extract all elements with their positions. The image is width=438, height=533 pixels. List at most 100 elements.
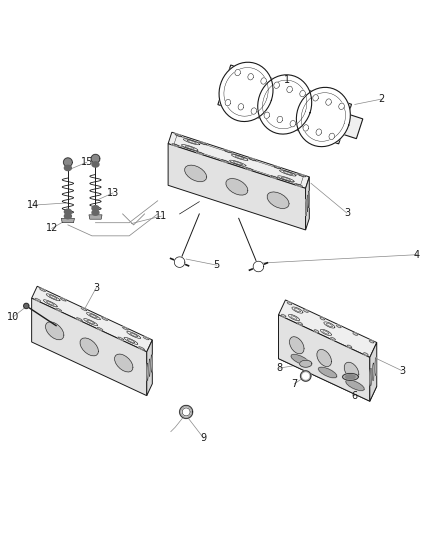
Polygon shape bbox=[248, 74, 254, 80]
Polygon shape bbox=[92, 206, 99, 211]
Polygon shape bbox=[261, 78, 266, 84]
Polygon shape bbox=[118, 337, 124, 340]
Polygon shape bbox=[318, 367, 337, 378]
Polygon shape bbox=[91, 155, 100, 163]
Polygon shape bbox=[370, 343, 377, 401]
Polygon shape bbox=[353, 333, 357, 335]
Text: 3: 3 bbox=[344, 208, 350, 218]
Polygon shape bbox=[306, 199, 307, 216]
Polygon shape bbox=[182, 408, 190, 416]
Polygon shape bbox=[267, 192, 289, 208]
Polygon shape bbox=[32, 286, 152, 352]
Polygon shape bbox=[304, 310, 308, 312]
Polygon shape bbox=[197, 152, 204, 155]
Polygon shape bbox=[168, 144, 306, 230]
Polygon shape bbox=[80, 338, 99, 356]
Polygon shape bbox=[185, 165, 207, 182]
Polygon shape bbox=[253, 261, 264, 272]
Text: 3: 3 bbox=[399, 366, 405, 376]
Polygon shape bbox=[291, 354, 309, 365]
Polygon shape bbox=[115, 354, 133, 372]
Polygon shape bbox=[218, 65, 352, 144]
Polygon shape bbox=[339, 103, 344, 109]
Polygon shape bbox=[138, 347, 145, 350]
Text: 2: 2 bbox=[378, 94, 384, 104]
Polygon shape bbox=[149, 359, 150, 377]
Polygon shape bbox=[314, 330, 319, 333]
Polygon shape bbox=[222, 160, 228, 163]
Polygon shape bbox=[274, 166, 281, 169]
Polygon shape bbox=[172, 144, 179, 146]
Text: 10: 10 bbox=[7, 312, 19, 322]
Polygon shape bbox=[326, 99, 331, 106]
Polygon shape bbox=[89, 215, 102, 219]
Polygon shape bbox=[46, 322, 64, 340]
Polygon shape bbox=[32, 298, 147, 395]
Polygon shape bbox=[316, 129, 321, 135]
Polygon shape bbox=[200, 142, 207, 145]
Polygon shape bbox=[61, 219, 74, 223]
Text: 5: 5 bbox=[214, 260, 220, 270]
Text: 4: 4 bbox=[414, 249, 420, 260]
Polygon shape bbox=[64, 165, 71, 171]
Polygon shape bbox=[249, 158, 256, 161]
Polygon shape bbox=[342, 114, 363, 139]
Polygon shape bbox=[92, 162, 99, 167]
Polygon shape bbox=[303, 373, 309, 379]
Polygon shape bbox=[147, 340, 152, 395]
Polygon shape bbox=[64, 214, 71, 219]
Polygon shape bbox=[168, 132, 309, 188]
Polygon shape bbox=[346, 380, 364, 391]
Polygon shape bbox=[279, 315, 370, 401]
Polygon shape bbox=[296, 184, 303, 187]
Polygon shape bbox=[277, 116, 283, 123]
Polygon shape bbox=[246, 168, 253, 171]
Polygon shape bbox=[264, 112, 270, 118]
Text: 13: 13 bbox=[107, 188, 119, 198]
Polygon shape bbox=[347, 345, 352, 348]
Polygon shape bbox=[123, 327, 128, 330]
Text: 14: 14 bbox=[27, 200, 39, 210]
Polygon shape bbox=[343, 374, 358, 381]
Polygon shape bbox=[56, 308, 61, 311]
Text: 3: 3 bbox=[93, 282, 99, 293]
Polygon shape bbox=[97, 327, 103, 330]
Polygon shape bbox=[375, 358, 377, 376]
Polygon shape bbox=[102, 317, 108, 320]
Polygon shape bbox=[306, 177, 309, 230]
Polygon shape bbox=[317, 350, 332, 367]
Polygon shape bbox=[279, 300, 377, 358]
Polygon shape bbox=[235, 69, 240, 76]
Polygon shape bbox=[24, 303, 29, 309]
Polygon shape bbox=[299, 174, 306, 177]
Polygon shape bbox=[226, 179, 248, 195]
Text: 11: 11 bbox=[155, 211, 167, 221]
Polygon shape bbox=[274, 82, 279, 88]
Polygon shape bbox=[369, 340, 374, 343]
Polygon shape bbox=[300, 91, 305, 97]
Text: 12: 12 bbox=[46, 223, 58, 233]
Text: 15: 15 bbox=[81, 157, 93, 167]
Polygon shape bbox=[175, 134, 182, 136]
Polygon shape bbox=[290, 120, 296, 127]
Polygon shape bbox=[346, 375, 355, 379]
Polygon shape bbox=[225, 99, 231, 106]
Polygon shape bbox=[60, 298, 66, 301]
Polygon shape bbox=[300, 371, 311, 381]
Polygon shape bbox=[287, 86, 293, 93]
Polygon shape bbox=[151, 355, 152, 373]
Polygon shape bbox=[320, 317, 325, 320]
Polygon shape bbox=[287, 302, 292, 305]
Polygon shape bbox=[313, 94, 318, 101]
Polygon shape bbox=[258, 75, 312, 134]
Polygon shape bbox=[251, 108, 257, 114]
Polygon shape bbox=[64, 209, 71, 214]
Polygon shape bbox=[81, 308, 87, 311]
Polygon shape bbox=[271, 176, 278, 179]
Polygon shape bbox=[238, 103, 244, 110]
Polygon shape bbox=[372, 363, 374, 381]
Polygon shape bbox=[307, 195, 308, 212]
Text: 8: 8 bbox=[276, 363, 283, 373]
Polygon shape bbox=[40, 288, 46, 292]
Polygon shape bbox=[219, 62, 273, 122]
